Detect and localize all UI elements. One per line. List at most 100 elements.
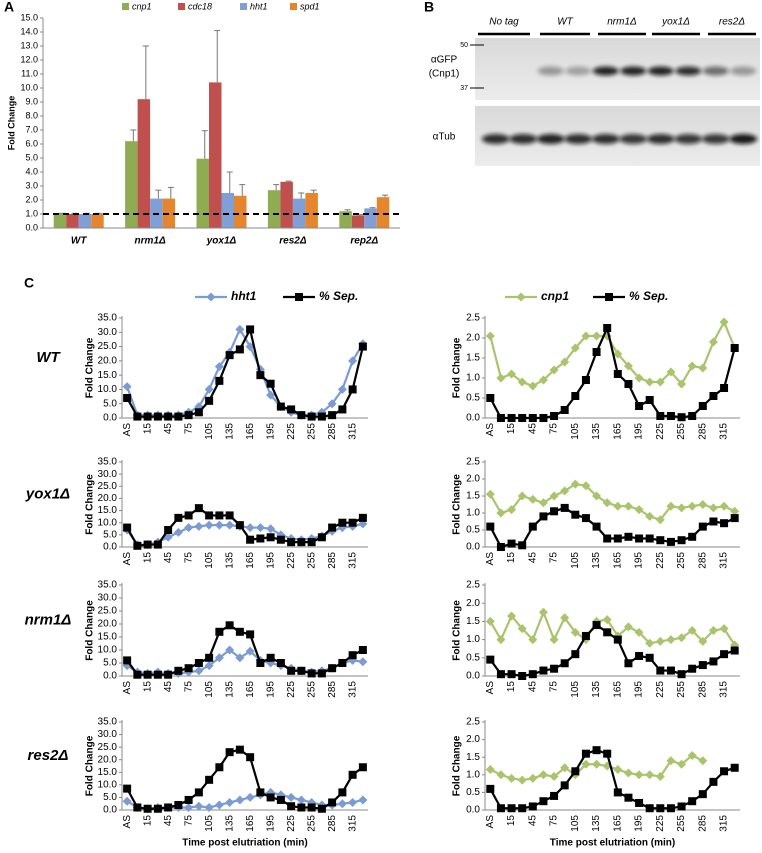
data-point bbox=[656, 666, 665, 675]
data-point bbox=[496, 543, 505, 551]
data-point bbox=[592, 759, 602, 769]
data-point bbox=[602, 498, 612, 508]
data-point bbox=[358, 342, 367, 351]
data-point bbox=[655, 636, 665, 646]
data-point bbox=[517, 775, 527, 785]
bar bbox=[280, 181, 293, 228]
data-point bbox=[635, 798, 644, 807]
lane-label: nrm1Δ bbox=[607, 17, 637, 28]
x-tick-label: 315 bbox=[719, 681, 730, 698]
x-tick-label: 75 bbox=[549, 552, 560, 564]
data-point bbox=[205, 775, 214, 784]
x-tick-label: 75 bbox=[183, 681, 194, 693]
x-tick-label: 225 bbox=[655, 681, 666, 698]
x-tick-label: 165 bbox=[245, 423, 256, 440]
data-point bbox=[123, 394, 132, 402]
x-tick-label: 225 bbox=[286, 815, 297, 832]
data-point bbox=[205, 511, 214, 520]
x-tick-label: AS bbox=[485, 423, 496, 437]
y-tick-label: 10.0 bbox=[98, 517, 118, 528]
data-point bbox=[246, 325, 255, 334]
data-point bbox=[570, 479, 580, 489]
x-tick-label: 15 bbox=[506, 681, 517, 693]
y-tick-label: 25.0 bbox=[98, 606, 118, 617]
data-point bbox=[507, 369, 517, 379]
data-point bbox=[720, 384, 729, 392]
data-point bbox=[539, 666, 548, 675]
data-point bbox=[698, 402, 707, 410]
data-point bbox=[592, 522, 601, 531]
y-tick-label: 0.0 bbox=[466, 805, 480, 816]
data-point bbox=[194, 504, 203, 513]
x-tick-label: 195 bbox=[265, 681, 276, 698]
data-point bbox=[687, 750, 697, 760]
x-tick-label: 135 bbox=[591, 681, 602, 698]
x-tick-label: 315 bbox=[719, 423, 730, 440]
data-point bbox=[266, 524, 276, 534]
data-point bbox=[624, 380, 633, 388]
x-tick-label: 285 bbox=[697, 552, 708, 569]
data-point bbox=[194, 521, 204, 531]
x-tick-label: 285 bbox=[327, 552, 338, 569]
data-point bbox=[698, 500, 708, 509]
x-tick-label: AS bbox=[485, 681, 496, 695]
x-tick-label: 195 bbox=[634, 423, 645, 440]
x-tick-label: 285 bbox=[327, 423, 338, 440]
data-point bbox=[550, 507, 559, 516]
y-tick-label: 0.0 bbox=[103, 413, 117, 424]
data-point bbox=[634, 505, 644, 515]
y-tick-label: 35.0 bbox=[98, 457, 118, 468]
data-point bbox=[602, 615, 612, 625]
y-axis-title: Fold Change bbox=[85, 600, 96, 661]
data-point bbox=[518, 414, 527, 422]
x-tick-label: 285 bbox=[697, 423, 708, 440]
data-point bbox=[656, 536, 665, 545]
x-tick-label: 165 bbox=[245, 681, 256, 698]
blot-band bbox=[537, 66, 564, 76]
x-tick-label: 165 bbox=[612, 552, 623, 569]
blot-band bbox=[620, 66, 647, 76]
bar bbox=[66, 214, 79, 228]
x-tick-label: 45 bbox=[527, 815, 538, 827]
data-point bbox=[184, 411, 193, 420]
bar bbox=[125, 141, 138, 228]
data-point bbox=[517, 624, 527, 634]
y-tick-label: 1.5 bbox=[466, 353, 480, 364]
data-point bbox=[225, 797, 235, 807]
data-point bbox=[174, 412, 183, 421]
data-point bbox=[235, 627, 244, 636]
legend-label: cnp1 bbox=[541, 289, 569, 303]
data-point bbox=[225, 645, 235, 655]
data-point bbox=[720, 767, 729, 776]
y-axis-title: Fold Change bbox=[85, 474, 96, 535]
blot-band bbox=[509, 134, 538, 144]
series-line bbox=[489, 324, 736, 420]
data-point bbox=[123, 656, 132, 665]
data-point bbox=[549, 635, 559, 645]
data-point bbox=[571, 392, 580, 400]
x-tick-label: 255 bbox=[306, 681, 317, 698]
x-tick-label: 165 bbox=[612, 423, 623, 440]
data-point bbox=[133, 670, 142, 679]
legend-label: % Sep. bbox=[319, 289, 358, 303]
legend-label: cnp1 bbox=[132, 1, 152, 11]
y-axis-title: Fold Change bbox=[85, 337, 96, 398]
data-point bbox=[592, 621, 601, 630]
data-point bbox=[730, 763, 739, 772]
x-tick-label: yox1Δ bbox=[206, 236, 237, 247]
data-point bbox=[708, 626, 718, 635]
data-point bbox=[204, 661, 214, 671]
data-point bbox=[538, 770, 548, 780]
data-point bbox=[603, 628, 612, 637]
y-axis-title: Fold Change bbox=[85, 735, 96, 796]
y-tick-label: 7.0 bbox=[25, 124, 38, 134]
data-point bbox=[581, 481, 591, 491]
data-point bbox=[730, 506, 740, 516]
data-point bbox=[635, 534, 644, 543]
western-blot: 50 37 αGFP (Cnp1) αTub No tag WT nrm1Δ yox1… bbox=[429, 17, 760, 166]
data-point bbox=[709, 777, 718, 786]
data-point bbox=[204, 384, 214, 394]
data-point bbox=[634, 373, 644, 383]
y-tick-label: 1.5 bbox=[466, 616, 480, 627]
